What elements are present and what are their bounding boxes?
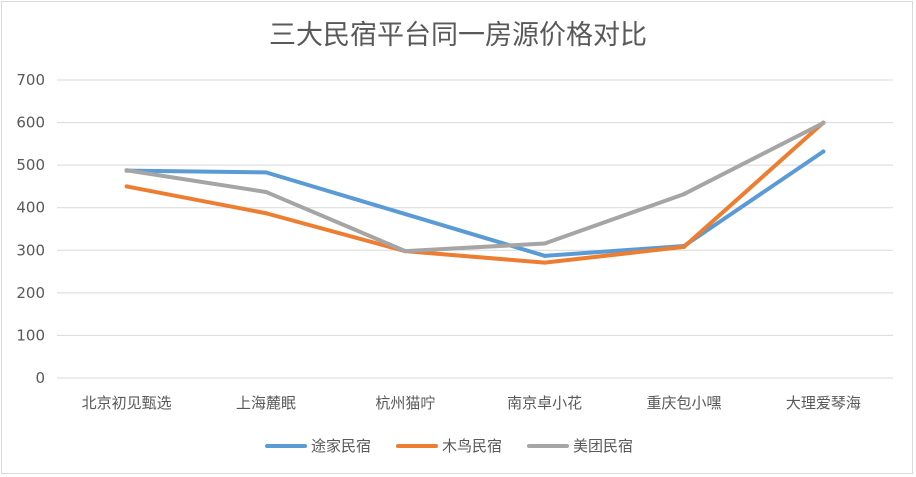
x-category-label: 南京卓小花 xyxy=(507,394,582,412)
data-point xyxy=(403,249,408,254)
gridlines xyxy=(57,79,893,379)
x-axis-categories: 北京初见甄选 上海麓眠 杭州猫咛 南京卓小花 重庆包小嘿 大理爱琴海 xyxy=(82,394,861,412)
chart-title: 三大民宿平台同一房源价格对比 xyxy=(269,20,647,51)
x-category-label: 大理爱琴海 xyxy=(786,394,861,412)
x-category-label: 重庆包小嘿 xyxy=(646,394,721,412)
y-tick-label: 200 xyxy=(16,284,45,302)
y-tick-label: 300 xyxy=(16,241,45,259)
y-tick-label: 700 xyxy=(16,71,45,89)
data-point xyxy=(542,260,547,265)
series-line-1 xyxy=(124,120,826,265)
data-point xyxy=(821,149,826,154)
data-point xyxy=(682,244,686,249)
data-point xyxy=(124,184,129,189)
series-line-2 xyxy=(124,120,826,254)
data-point xyxy=(264,170,268,175)
legend: 途家民宿 木鸟民宿 美团民宿 xyxy=(265,437,633,455)
y-tick-label: 400 xyxy=(16,199,45,217)
series-line-0 xyxy=(124,149,826,258)
x-category-label: 北京初见甄选 xyxy=(82,394,172,412)
data-point xyxy=(821,120,826,125)
legend-label: 途家民宿 xyxy=(311,437,371,455)
y-tick-label: 600 xyxy=(16,114,45,132)
series-lines xyxy=(124,120,826,265)
y-tick-label: 500 xyxy=(16,156,45,174)
y-tick-label: 100 xyxy=(16,326,45,344)
data-point xyxy=(124,168,129,173)
x-category-label: 杭州猫咛 xyxy=(375,394,435,412)
data-point xyxy=(542,253,547,258)
data-point xyxy=(542,241,547,246)
data-point xyxy=(682,192,686,197)
data-point xyxy=(264,189,268,194)
legend-label: 美团民宿 xyxy=(573,437,633,455)
y-tick-label: 0 xyxy=(35,369,45,387)
data-point xyxy=(264,211,268,216)
x-category-label: 上海麓眠 xyxy=(236,394,296,412)
y-axis-ticks: 0 100 200 300 400 500 600 700 xyxy=(16,71,45,387)
legend-label: 木鸟民宿 xyxy=(442,437,502,455)
data-point xyxy=(403,212,408,217)
